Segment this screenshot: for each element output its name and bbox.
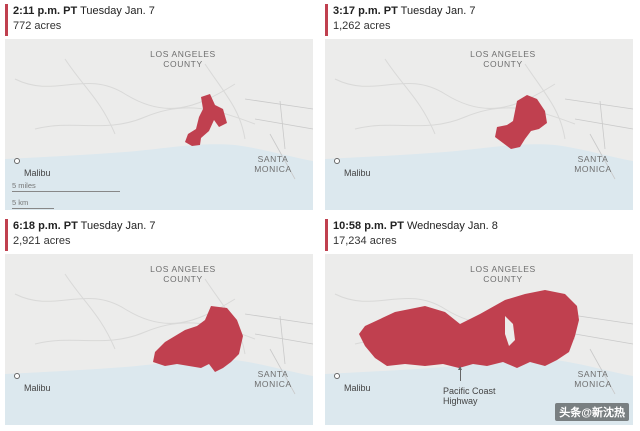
- scale-bar-miles: [12, 191, 120, 192]
- highway-annotation: Pacific Coast Highway: [443, 386, 496, 406]
- malibu-marker-icon: [14, 373, 20, 379]
- panel-header: 3:17 p.m. PT Tuesday Jan. 7 1,262 acres: [325, 4, 633, 36]
- map: LOS ANGELES COUNTY SANTA MONICA Malibu: [325, 39, 633, 210]
- malibu-label: Malibu: [24, 168, 51, 178]
- malibu-label: Malibu: [24, 383, 51, 393]
- map: LOS ANGELES COUNTY SANTA MONICA Malibu: [5, 254, 313, 425]
- malibu-label: Malibu: [344, 383, 371, 393]
- panel-time: 6:18 p.m. PT: [13, 220, 78, 232]
- panel-time: 3:17 p.m. PT: [333, 5, 398, 17]
- fire-perimeter: [495, 95, 547, 149]
- scale-miles-label: 5 miles: [12, 181, 36, 190]
- map-panel-2: 3:17 p.m. PT Tuesday Jan. 7 1,262 acres …: [325, 4, 633, 210]
- map-graphic: [5, 273, 313, 425]
- map: LOS ANGELES COUNTY SANTA MONICA Malibu 5…: [5, 39, 313, 210]
- county-label: LOS ANGELES COUNTY: [150, 49, 216, 69]
- map-panel-1: 2:11 p.m. PT Tuesday Jan. 7 772 acres LO…: [5, 4, 313, 210]
- panel-day: Tuesday Jan. 7: [80, 220, 156, 232]
- watermark: 头条@新沈热: [555, 403, 629, 421]
- panel-time: 10:58 p.m. PT: [333, 220, 404, 232]
- city-label: SANTA MONICA: [254, 369, 292, 389]
- panel-header: 2:11 p.m. PT Tuesday Jan. 7 772 acres: [5, 4, 313, 36]
- ocean-shape: [5, 144, 313, 210]
- panel-day: Wednesday Jan. 8: [406, 220, 498, 232]
- scale-km-label: 5 km: [12, 198, 29, 207]
- scale-bar-km: [12, 208, 54, 209]
- county-label: LOS ANGELES COUNTY: [470, 264, 536, 284]
- fire-perimeter: [185, 94, 227, 146]
- fire-perimeter: [359, 290, 579, 368]
- panel-acres: 1,262 acres: [333, 20, 391, 32]
- county-label: LOS ANGELES COUNTY: [150, 264, 216, 284]
- city-label: SANTA MONICA: [574, 369, 612, 389]
- malibu-marker-icon: [334, 158, 340, 164]
- city-label: SANTA MONICA: [574, 154, 612, 174]
- panel-time: 2:11 p.m. PT: [13, 5, 78, 17]
- county-label: LOS ANGELES COUNTY: [470, 49, 536, 69]
- ocean-shape: [325, 144, 633, 210]
- map-panel-4: 10:58 p.m. PT Wednesday Jan. 8 17,234 ac…: [325, 219, 633, 425]
- malibu-marker-icon: [334, 373, 340, 379]
- map-graphic: [325, 58, 633, 210]
- map: LOS ANGELES COUNTY SANTA MONICA Malibu P…: [325, 254, 633, 425]
- malibu-label: Malibu: [344, 168, 371, 178]
- panel-header: 6:18 p.m. PT Tuesday Jan. 7 2,921 acres: [5, 219, 313, 251]
- arrow-up-icon: [458, 366, 462, 381]
- city-label: SANTA MONICA: [254, 154, 292, 174]
- ocean-shape: [5, 359, 313, 425]
- panel-acres: 772 acres: [13, 20, 62, 32]
- highway-label-line2: Highway: [443, 396, 478, 406]
- map-graphic: [5, 58, 313, 210]
- panel-acres: 2,921 acres: [13, 235, 71, 247]
- fire-perimeter: [153, 306, 243, 372]
- panel-acres: 17,234 acres: [333, 235, 397, 247]
- map-scale: 5 miles 5 km: [12, 181, 120, 209]
- panel-day: Tuesday Jan. 7: [400, 5, 476, 17]
- highway-label-line1: Pacific Coast: [443, 386, 496, 396]
- map-panel-3: 6:18 p.m. PT Tuesday Jan. 7 2,921 acres …: [5, 219, 313, 425]
- malibu-marker-icon: [14, 158, 20, 164]
- panel-header: 10:58 p.m. PT Wednesday Jan. 8 17,234 ac…: [325, 219, 633, 251]
- panel-day: Tuesday Jan. 7: [80, 5, 155, 17]
